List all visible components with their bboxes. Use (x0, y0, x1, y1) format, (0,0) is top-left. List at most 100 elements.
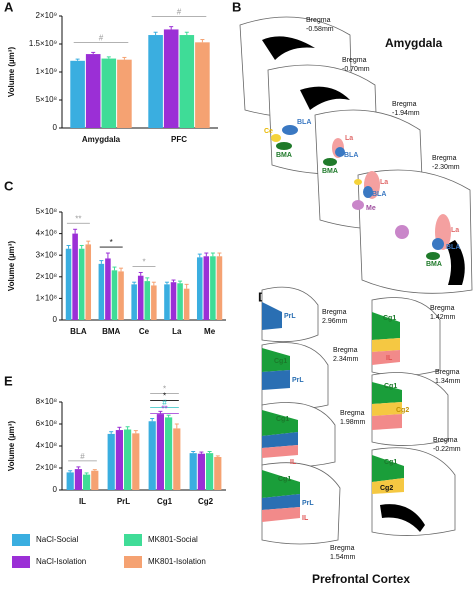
region-cg2 (372, 478, 404, 494)
corpus-callosum (380, 504, 425, 532)
y-tick-label: 0 (53, 485, 58, 494)
bregma-value: 1.34mm (435, 378, 460, 385)
bar (206, 453, 214, 490)
region-bma (276, 142, 292, 150)
panel-letter: E (4, 373, 13, 388)
bar (164, 284, 170, 320)
panel-letter: B (232, 0, 241, 14)
x-tick-label: La (172, 327, 182, 336)
bar (131, 284, 137, 320)
region-bla (335, 147, 345, 157)
bar (156, 414, 164, 490)
region-label: PrL (284, 313, 296, 320)
bregma-label: Bregma (432, 155, 457, 162)
y-axis-label: Volume (µm³) (7, 421, 16, 472)
region-label: Cg1 (276, 416, 289, 423)
bregma-label: Bregma (430, 305, 455, 312)
bar (189, 453, 197, 490)
region-cg1 (262, 470, 300, 498)
y-tick-label: 2×10⁸ (36, 272, 57, 281)
bar (78, 248, 85, 320)
significance-marker: * (142, 258, 145, 267)
region-label: PrL (292, 377, 304, 384)
x-tick-label: PFC (171, 135, 187, 144)
bar (124, 429, 132, 490)
region-bma (323, 158, 337, 166)
bar (65, 248, 72, 320)
x-tick-label: Cg1 (157, 497, 173, 506)
diagram-title: Amygdala (385, 36, 443, 50)
bregma-value: 2.96mm (322, 318, 347, 325)
bar (151, 285, 157, 320)
bar (177, 283, 183, 320)
region-label: BLA (297, 119, 311, 126)
region-label: IL (386, 355, 393, 362)
bar (85, 54, 101, 128)
bar (163, 29, 179, 128)
bar (98, 263, 105, 320)
region-il (372, 414, 402, 430)
bregma-value: 1.42mm (430, 314, 455, 321)
region-cg1 (372, 382, 402, 404)
y-tick-label: 3×10⁸ (36, 250, 57, 259)
region-label: BMA (426, 261, 442, 268)
bar (107, 433, 115, 490)
x-tick-label: IL (79, 497, 86, 506)
region-il (262, 445, 298, 458)
y-tick-label: 6×10⁸ (36, 419, 57, 428)
bar (216, 256, 223, 320)
x-tick-label: BLA (70, 327, 87, 336)
bar (165, 417, 173, 490)
region-cg1 (372, 455, 404, 482)
region-label: La (345, 135, 353, 142)
bregma-label: Bregma (435, 369, 460, 376)
region-label: IL (290, 459, 297, 466)
region-bma (426, 252, 440, 260)
y-axis-label: Volume (µm³) (7, 241, 16, 292)
y-tick-label: 5×10⁸ (36, 95, 57, 104)
region-cg1 (262, 410, 298, 436)
region-bla (282, 125, 298, 135)
bregma-label: Bregma (330, 545, 355, 552)
significance-marker: ** (75, 214, 81, 223)
region-cg1 (262, 348, 290, 372)
bar (214, 457, 222, 490)
region-label: La (451, 227, 459, 234)
bar (179, 35, 195, 128)
bar (118, 271, 124, 320)
significance-marker: * (163, 392, 166, 401)
bar (203, 256, 210, 320)
bar (137, 275, 144, 320)
x-tick-label: Amygdala (82, 135, 121, 144)
legend-label: NaCl-Isolation (36, 557, 86, 566)
bregma-value: -2.30mm (432, 164, 460, 171)
legend-swatch (12, 534, 30, 546)
bregma-label: Bregma (340, 410, 365, 417)
region-label: Cg1 (384, 383, 397, 390)
bar (144, 281, 151, 320)
region-label: Cg2 (396, 407, 409, 414)
bregma-value: -0.58mm (306, 26, 334, 33)
bar (66, 472, 74, 490)
y-tick-label: 0 (53, 315, 58, 324)
significance-marker: # (177, 8, 182, 17)
bregma-label: Bregma (342, 57, 367, 64)
amygdala-diagram: Bregma -0.58mm Bregma -0.70mm Bregma -1.… (239, 16, 473, 294)
region-label: IL (302, 515, 309, 522)
y-tick-label: 2×10⁹ (36, 11, 57, 20)
bar (83, 474, 91, 490)
legend-label: NaCl-Social (36, 535, 78, 544)
region-label: PrL (302, 500, 314, 507)
bregma-value: 2.34mm (333, 356, 358, 363)
pfc-diagram: Bregma 2.96mm Bregma 2.34mm Bregma 1.98m… (261, 286, 461, 586)
bar (72, 233, 78, 320)
bar (197, 453, 205, 490)
bar (117, 59, 132, 128)
y-tick-label: 0 (53, 123, 58, 132)
bar (111, 270, 118, 320)
region-label: Ce (264, 128, 273, 135)
significance-marker: # (99, 34, 104, 43)
region-prl (262, 494, 300, 510)
region-cg2 (372, 402, 402, 416)
